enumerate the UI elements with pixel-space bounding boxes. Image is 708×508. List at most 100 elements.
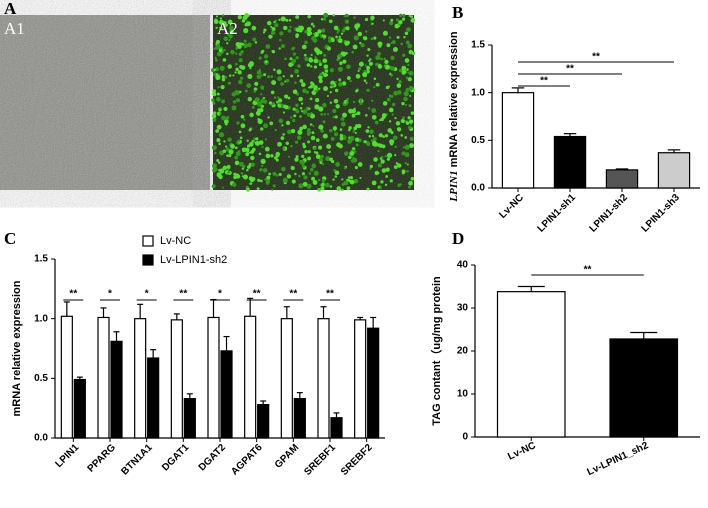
bar — [244, 315, 257, 439]
cell — [243, 118, 246, 121]
cell — [224, 75, 228, 79]
sig-label: ** — [592, 52, 600, 63]
cell — [227, 170, 230, 174]
x-tick-label: Lv-NC — [506, 440, 537, 462]
y-tick-label: 1.0 — [34, 313, 48, 324]
image-grain — [0, 15, 210, 190]
cell — [260, 74, 263, 77]
cell — [241, 147, 247, 153]
cell — [231, 92, 236, 97]
cell — [403, 35, 406, 39]
cell — [271, 27, 276, 32]
bar — [220, 350, 233, 439]
cell — [370, 139, 374, 143]
y-axis-label: LPIN1 mRNA relative expression — [448, 31, 460, 202]
cell — [230, 49, 235, 55]
cell — [280, 81, 284, 86]
cell — [301, 154, 305, 158]
cell — [382, 30, 388, 36]
cell — [308, 107, 311, 110]
cell — [326, 46, 332, 51]
cell — [404, 136, 408, 139]
cell — [371, 22, 374, 25]
bar — [280, 318, 293, 439]
cell — [384, 155, 387, 158]
cell — [281, 44, 285, 49]
cell — [299, 106, 303, 110]
cell — [247, 14, 251, 17]
cell — [370, 37, 374, 41]
cell — [326, 95, 329, 98]
cell — [371, 180, 377, 186]
cell — [228, 149, 234, 155]
legend-swatch — [142, 254, 154, 266]
cell — [382, 101, 388, 106]
cell — [318, 50, 323, 55]
sig-label: ** — [179, 289, 187, 300]
cell — [346, 64, 351, 70]
cell — [280, 136, 285, 141]
cell — [342, 112, 347, 118]
cell — [290, 128, 296, 134]
cell — [329, 185, 333, 188]
cell — [212, 89, 217, 94]
cell — [393, 165, 398, 170]
cell — [349, 151, 355, 156]
cell — [253, 90, 256, 93]
bar — [501, 92, 535, 189]
cell — [311, 163, 317, 169]
cell — [354, 150, 357, 153]
cell — [232, 100, 237, 104]
cell — [221, 75, 225, 79]
cell — [306, 183, 312, 189]
cell — [342, 59, 347, 64]
cell — [254, 97, 260, 103]
x-tick-label: Lv-LPIN1_sh2 — [586, 440, 651, 478]
cell — [234, 155, 239, 160]
cell — [395, 18, 399, 22]
cell — [352, 156, 355, 160]
cell — [367, 48, 371, 52]
cell — [261, 145, 264, 149]
cell — [266, 20, 272, 26]
cell — [373, 77, 377, 81]
cell — [243, 39, 247, 43]
cell — [403, 91, 409, 97]
panel-label: D — [452, 229, 464, 248]
cell — [297, 64, 301, 68]
cell — [407, 63, 410, 67]
sig-label: ** — [253, 289, 261, 300]
cell — [228, 38, 231, 42]
cell — [338, 82, 343, 87]
cell — [249, 177, 255, 183]
cell — [330, 136, 335, 141]
cell — [333, 25, 339, 31]
cell — [249, 112, 254, 118]
x-tick-label: SREBF1 — [302, 442, 338, 478]
cell — [220, 85, 225, 90]
cell — [240, 50, 244, 54]
cell — [374, 120, 379, 125]
cell — [338, 143, 343, 149]
cell — [246, 83, 252, 88]
cell — [290, 165, 295, 171]
cell — [405, 40, 410, 45]
cell — [398, 80, 402, 84]
y-tick-label: 0.0 — [34, 433, 48, 444]
cell — [405, 87, 410, 92]
cell — [219, 17, 223, 20]
cell — [229, 29, 234, 34]
cell — [325, 73, 329, 77]
cell — [329, 68, 334, 73]
cell — [284, 94, 289, 99]
cell — [328, 150, 331, 154]
error-bar — [630, 331, 658, 339]
cell — [364, 17, 369, 22]
cell — [311, 82, 315, 87]
cell — [333, 132, 339, 137]
cell — [313, 58, 319, 64]
cell — [227, 19, 233, 25]
cell — [400, 118, 406, 124]
cell — [303, 175, 308, 180]
cell — [251, 147, 256, 152]
